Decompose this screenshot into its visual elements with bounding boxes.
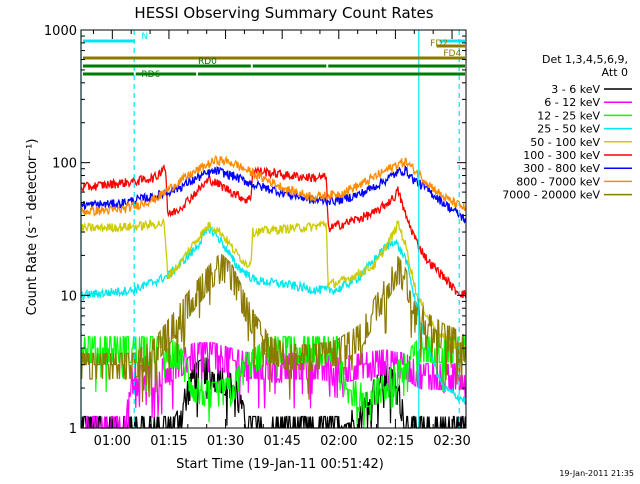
legend-header-line2: Att 0 — [602, 66, 628, 79]
series-7000-20000-kev-line — [80, 254, 467, 403]
legend-25-50-kev-label: 25 - 50 keV — [537, 123, 600, 136]
x-tick-label-0230: 02:30 — [433, 434, 470, 449]
x-tick-label-0200: 02:00 — [320, 434, 357, 449]
flag-fd4-label: FD4 — [443, 49, 461, 59]
legend-50-100-kev-label: 50 - 100 keV — [530, 136, 600, 149]
flag-n-label: N — [141, 32, 148, 42]
x-tick-label-0115: 01:15 — [150, 434, 187, 449]
series-25-50-kev-line — [80, 226, 467, 404]
flag-rd6-label: RD6 — [141, 70, 160, 80]
legend-6-12-kev-label: 6 - 12 keV — [544, 96, 600, 109]
series-layer — [80, 154, 467, 429]
x-tick-label-0215: 02:15 — [377, 434, 414, 449]
y-tick-label-1: 1 — [69, 422, 77, 437]
x-axis-label: Start Time (19-Jan-11 00:51:42) — [176, 457, 384, 472]
flag-rd0-label: RD0 — [198, 57, 217, 67]
legend-100-300-kev-label: 100 - 300 keV — [523, 149, 600, 162]
y-axis-label: Count Rate (s⁻¹ detector⁻¹) — [25, 139, 40, 316]
flag-fd2-label: FD2 — [430, 39, 448, 49]
legend-800-7000-kev-label: 800 - 7000 keV — [516, 175, 600, 188]
series-300-800-kev-line — [80, 165, 467, 224]
series-6-12-kev-line — [81, 341, 467, 429]
x-tick-label-0100: 01:00 — [94, 434, 131, 449]
chart-title: HESSI Observing Summary Count Rates — [134, 4, 433, 22]
series-800-7000-kev-line — [80, 154, 467, 218]
legend-3-6-kev-label: 3 - 6 keV — [551, 83, 600, 96]
legend-header-line1: Det 1,3,4,5,6,9, — [542, 53, 628, 66]
legend-300-800-kev-label: 300 - 800 keV — [523, 162, 600, 175]
series-50-100-kev-line — [80, 217, 467, 351]
axes-layer: 1 10 100 1000 01:00 01:15 01:30 01:45 02:00 02:15… — [44, 24, 471, 449]
x-tick-label-0145: 01:45 — [263, 434, 300, 449]
legend-7000-20000-kev-label: 7000 - 20000 keV — [502, 189, 600, 202]
series-100-300-kev-line — [80, 164, 467, 299]
y-tick-label-100: 100 — [52, 157, 77, 172]
y-tick-label-1000: 1000 — [44, 24, 77, 39]
y-tick-label-10: 10 — [60, 289, 77, 304]
plot-frame — [80, 29, 467, 429]
x-tick-label-0130: 01:30 — [207, 434, 244, 449]
legend-12-25-kev-label: 12 - 25 keV — [537, 109, 600, 122]
footer-date: 19-Jan-2011 21:35 — [559, 469, 634, 478]
